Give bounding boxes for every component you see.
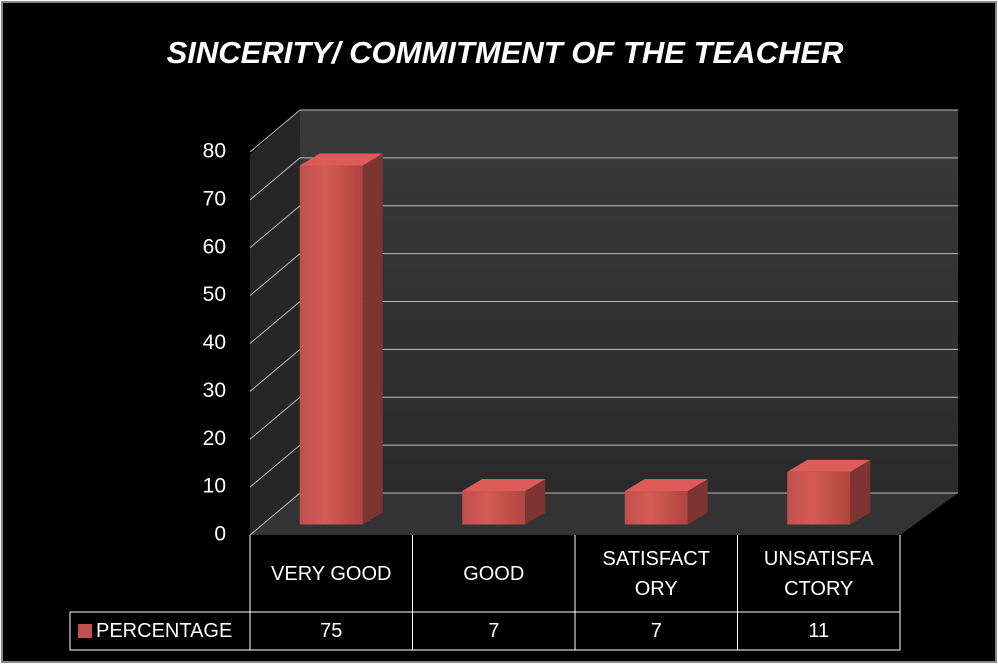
bar-top: [624, 478, 708, 491]
y-tick-label: 40: [203, 331, 226, 354]
y-tick-label: 20: [203, 427, 226, 450]
chart-title: SINCERITY/ COMMITMENT OF THE TEACHER: [167, 35, 844, 70]
y-tick-label: 70: [203, 187, 226, 210]
x-tick-label: VERY GOOD: [271, 562, 392, 585]
table-line: [69, 611, 901, 651]
y-tick-label: 80: [203, 140, 226, 163]
grid-line: [249, 157, 958, 201]
bar: [624, 478, 708, 525]
grid-line: [249, 109, 958, 153]
bar: [462, 478, 546, 525]
data-label: 7: [650, 619, 662, 642]
legend-marker: [78, 624, 92, 638]
bar-front: [787, 471, 851, 525]
data-label: 75: [320, 619, 343, 642]
x-tick-label: GOOD: [463, 562, 525, 585]
bar-top: [299, 153, 383, 166]
bar-side: [687, 478, 708, 525]
y-tick-label: 10: [203, 475, 226, 498]
bar-front: [462, 490, 526, 525]
x-tick-label: UNSATISFACTORY: [763, 547, 874, 600]
floor: [250, 493, 958, 535]
y-tick-label: 30: [203, 379, 226, 402]
bar-side: [362, 153, 383, 525]
bar-front: [299, 165, 363, 525]
bar-top: [787, 459, 871, 472]
bar-front: [624, 490, 688, 525]
y-tick-label: 50: [203, 283, 226, 306]
data-label: 7: [488, 619, 500, 642]
y-tick-label: 0: [214, 523, 226, 546]
x-tick-label: SATISFACTORY: [602, 547, 710, 600]
legend-label: PERCENTAGE: [96, 619, 233, 642]
y-tick-label: 60: [203, 235, 226, 258]
bar-side: [850, 459, 871, 525]
bar-top: [462, 478, 546, 491]
bar: [299, 153, 383, 525]
bar: [787, 459, 871, 525]
bar-side: [525, 478, 546, 525]
data-label: 11: [808, 619, 830, 642]
